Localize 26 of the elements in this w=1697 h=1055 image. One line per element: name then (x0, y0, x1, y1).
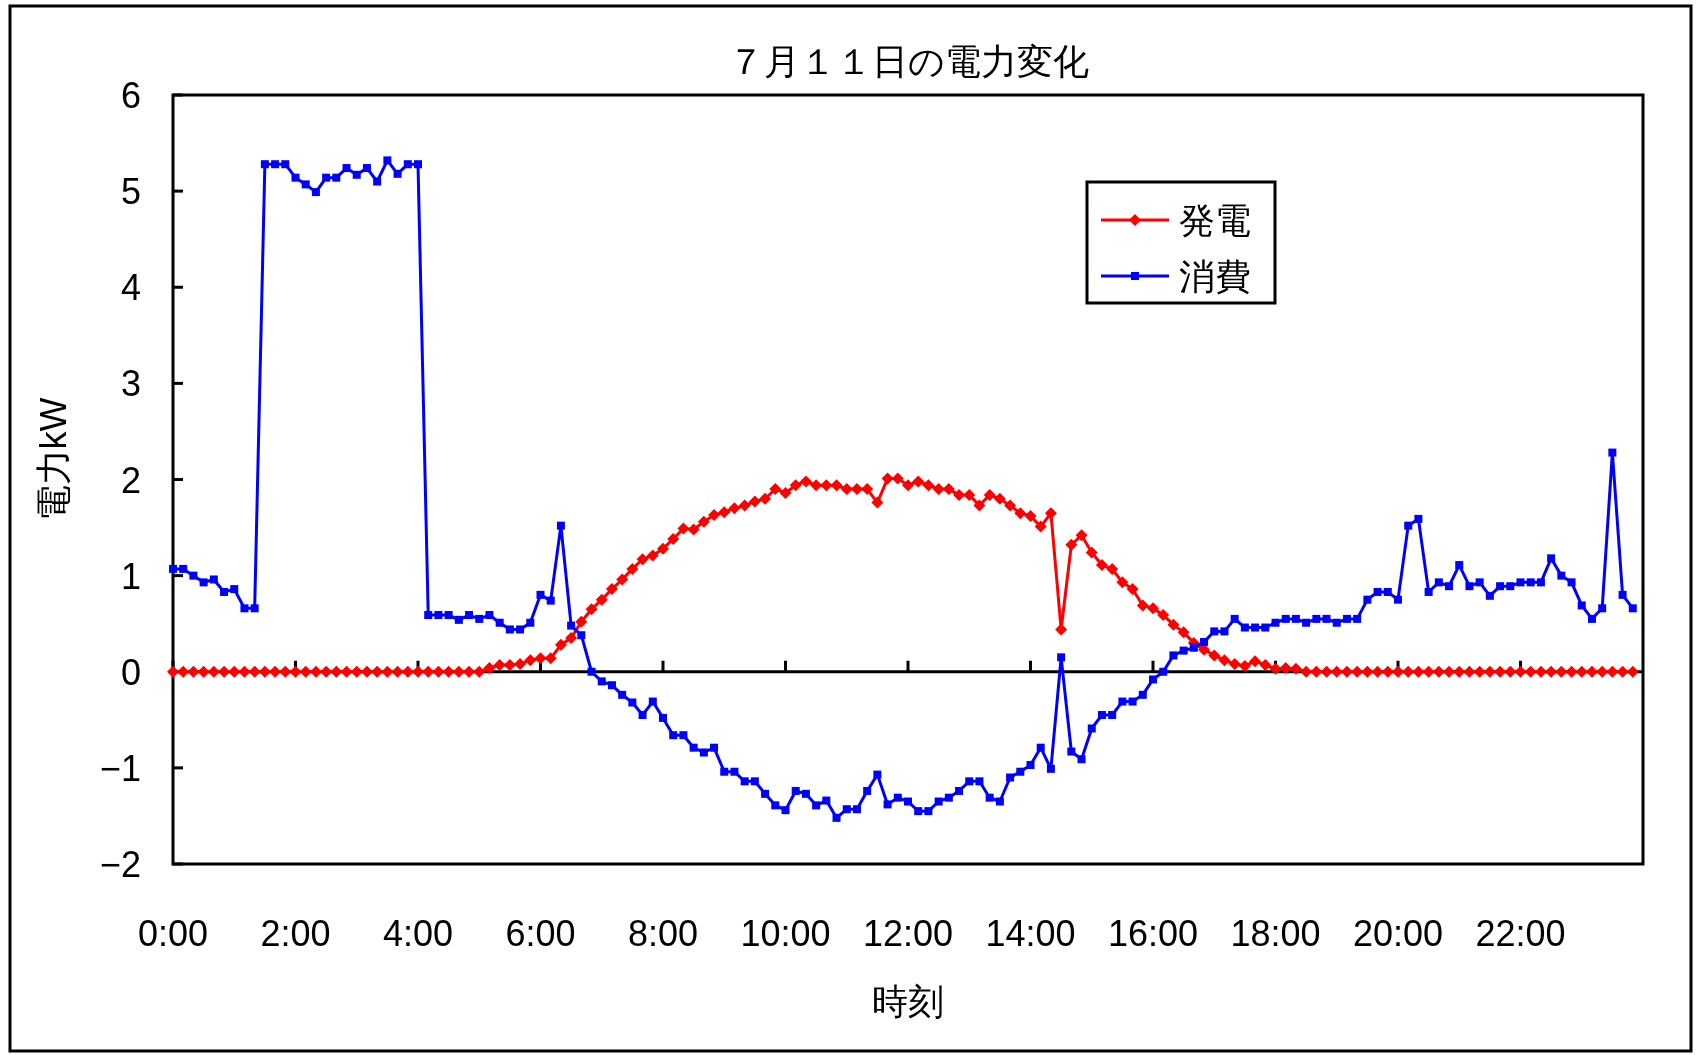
y-tick-label: 1 (120, 555, 141, 597)
x-axis-title: 時刻 (872, 981, 944, 1022)
x-tick-label: 8:00 (627, 913, 699, 954)
legend-label: 消費 (1179, 256, 1251, 297)
y-tick-label: 6 (120, 75, 141, 116)
x-tick-label: 10:00 (740, 913, 831, 954)
x-tick-label: 2:00 (260, 913, 331, 954)
chart-title: ７月１１日の電力変化 (727, 41, 1089, 82)
x-tick-label: 6:00 (505, 913, 576, 954)
x-tick-label: 20:00 (1352, 913, 1444, 954)
x-tick-label: 4:00 (382, 913, 454, 954)
y-tick-label: −1 (99, 747, 141, 789)
x-tick-label: 18:00 (1230, 913, 1321, 954)
legend-label: 発電 (1179, 200, 1251, 241)
x-tick-label: 12:00 (862, 913, 954, 954)
y-tick-label: 3 (120, 363, 141, 405)
y-tick-label: −2 (99, 844, 141, 885)
x-tick-label: 22:00 (1475, 913, 1566, 954)
y-tick-label: 0 (120, 651, 141, 693)
y-tick-label: 2 (120, 459, 141, 501)
y-tick-label: 4 (120, 267, 141, 309)
x-tick-label: 16:00 (1107, 913, 1199, 954)
x-tick-label: 14:00 (985, 913, 1076, 954)
y-tick-label: 5 (120, 171, 141, 213)
x-tick-label: 0:00 (137, 913, 209, 954)
y-axis-title: 電力kW (33, 397, 74, 522)
